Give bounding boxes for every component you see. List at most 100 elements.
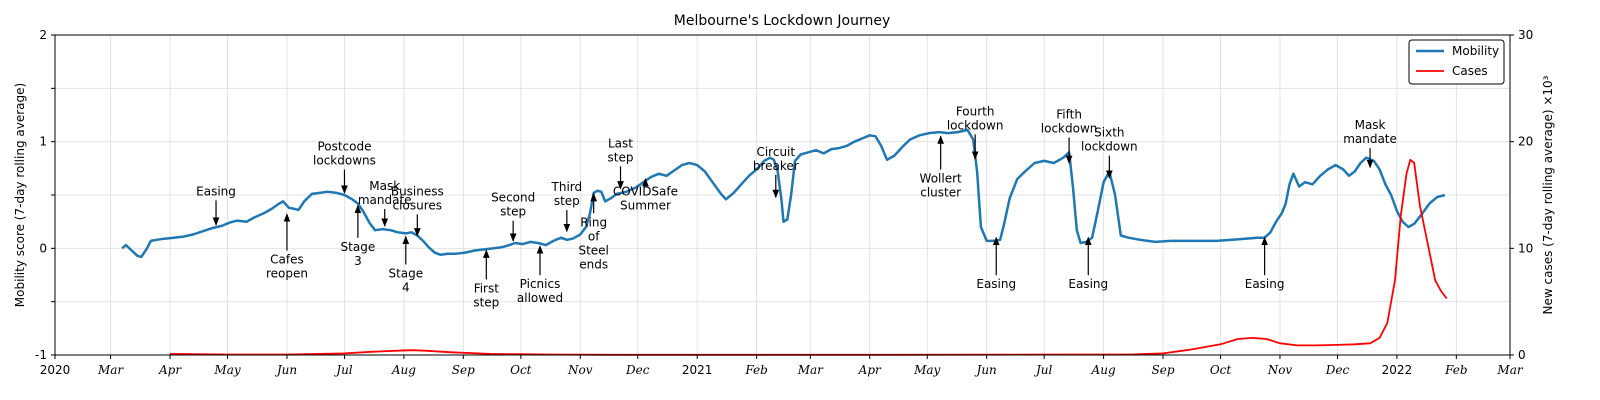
legend-label-cases: Cases	[1452, 64, 1488, 78]
annotation-text: Stage	[388, 266, 423, 280]
series-layer	[121, 128, 1448, 356]
annotation-text: closures	[393, 198, 442, 212]
right-tick-label: 10	[1518, 241, 1533, 255]
x-tick-label: Nov	[567, 363, 593, 377]
right-tick-label: 30	[1518, 28, 1533, 42]
legend: Mobility Cases	[1408, 39, 1505, 85]
chart-title: Melbourne's Lockdown Journey	[674, 13, 891, 29]
x-tick-label: Sep	[1152, 363, 1175, 377]
x-tick-label: Jul	[333, 363, 353, 377]
x-tick-label: Aug	[1091, 363, 1116, 377]
x-tick-label: May	[213, 363, 240, 377]
right-tick-label: 0	[1518, 348, 1526, 362]
annotation-text: Wollert	[920, 172, 962, 186]
annotation-text: Easing	[976, 277, 1016, 291]
annotation-text: cluster	[920, 186, 961, 200]
annotation-text: ends	[579, 257, 608, 271]
annotation: Easing	[1245, 236, 1284, 291]
x-tick-label: Jun	[974, 363, 997, 377]
x-tick-label: Jun	[274, 363, 297, 377]
x-tick-label: Mar	[1496, 363, 1523, 377]
right-tick-label: 20	[1518, 135, 1533, 149]
left-axis-ticks: -1 0 1 2	[35, 28, 55, 362]
annotation-text: Ring	[580, 215, 607, 229]
left-tick-label: -1	[35, 348, 47, 362]
annotation-text: reopen	[266, 267, 308, 281]
x-tick-label: Apr	[158, 363, 182, 377]
annotation-text: Summer	[620, 198, 671, 212]
annotation-text: step	[608, 150, 634, 164]
series-line-cases	[169, 158, 1448, 356]
annotation: Easing	[196, 184, 236, 226]
left-tick-label: 1	[39, 135, 47, 149]
annotation-text: step	[473, 295, 499, 309]
x-tick-label: Oct	[510, 363, 532, 377]
annotation-text: Postcode	[317, 140, 371, 154]
x-tick-label: Oct	[1210, 363, 1232, 377]
annotation-text: Cafes	[270, 253, 304, 267]
annotation-text: breaker	[753, 159, 799, 173]
x-axis-ticks: 2020 Mar Apr May Jun Jul Aug Sep Oct Nov Dec 2021 Fe…	[40, 355, 1524, 377]
x-tick-label: Mar	[797, 363, 824, 377]
annotation-text: Circuit	[756, 145, 795, 159]
annotation-text: step	[500, 205, 526, 219]
annotation-text: 3	[354, 254, 362, 268]
annotation-text: Last	[608, 136, 633, 150]
x-tick-label: Feb	[744, 363, 767, 377]
annotation: Easing	[976, 236, 1016, 291]
x-tick-label: Apr	[858, 363, 882, 377]
annotation-text: Easing	[196, 184, 236, 198]
x-tick-label: Nov	[1267, 363, 1293, 377]
x-tick-label: Sep	[452, 363, 475, 377]
annotation-text: Fourth	[956, 104, 995, 118]
annotation-text: Stage	[341, 240, 376, 254]
annotation-text: Mask	[1355, 118, 1386, 132]
x-tick-label: Dec	[1325, 363, 1350, 377]
x-tick-label: Feb	[1444, 363, 1467, 377]
right-axis-title: New cases (7-day rolling average) ×10³	[1541, 75, 1555, 314]
annotation-text: Steel	[578, 243, 608, 257]
annotation-text: Mask	[369, 179, 400, 193]
annotation-text: Easing	[1068, 277, 1108, 291]
x-tick-label: 2022	[1382, 363, 1413, 377]
annotation-text: Third	[551, 180, 583, 194]
annotation-text: step	[554, 194, 580, 208]
annotation-text: First	[474, 281, 500, 295]
annotation: Easing	[1068, 236, 1108, 291]
annotation-text: allowed	[517, 291, 563, 305]
annotation-text: Business	[391, 184, 444, 198]
annotation-text: Fifth	[1056, 108, 1082, 122]
series-line-mobility	[121, 128, 1446, 259]
left-tick-label: 0	[39, 241, 47, 255]
left-tick-label: 2	[39, 28, 47, 42]
annotation-text: Second	[491, 191, 535, 205]
annotation-text: lockdown	[947, 118, 1004, 132]
annotation-text: lockdowns	[313, 154, 376, 168]
x-tick-label: 2021	[682, 363, 713, 377]
legend-label-mobility: Mobility	[1452, 44, 1499, 58]
right-axis-ticks: 0 10 20 30	[1510, 28, 1533, 362]
x-tick-label: 2020	[40, 363, 71, 377]
x-tick-label: Dec	[625, 363, 650, 377]
annotation-text: mandate	[358, 193, 412, 207]
